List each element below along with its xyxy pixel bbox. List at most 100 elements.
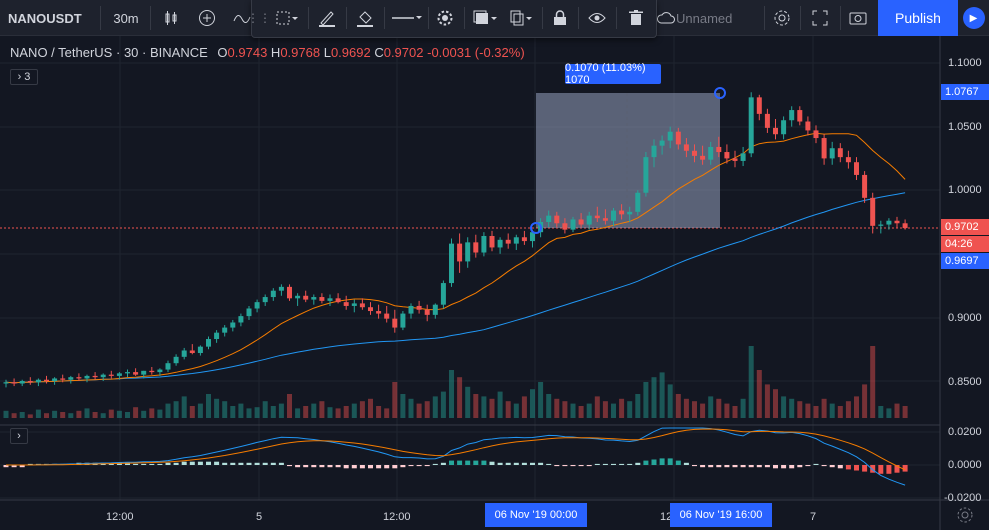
interval-button[interactable]: 30m <box>113 10 139 26</box>
macd-bar <box>602 463 608 465</box>
compare-icon[interactable] <box>230 0 254 36</box>
volume-bar <box>384 408 390 418</box>
candles <box>3 92 908 388</box>
drag-handle-icon[interactable]: ⋮⋮ <box>247 11 271 25</box>
candle-body <box>586 215 592 225</box>
template-icon[interactable] <box>466 0 504 36</box>
macd-bar <box>262 462 268 465</box>
layout-name[interactable]: Unnamed <box>676 10 733 26</box>
macd-bar <box>465 460 471 465</box>
eye-icon[interactable] <box>580 0 614 36</box>
candle-body <box>764 113 770 128</box>
candle-body <box>505 239 511 244</box>
candle-body <box>238 316 244 323</box>
legend-open-label: O <box>217 45 228 60</box>
legend-pair[interactable]: NANO / TetherUS <box>10 45 113 60</box>
gear-icon[interactable] <box>430 0 460 36</box>
symbol-search[interactable]: NANOUSDT <box>8 10 82 26</box>
volume-bar <box>667 384 673 418</box>
lock-icon[interactable] <box>544 0 576 36</box>
measure-label: 0.1070 (11.03%) 1070 <box>565 62 661 86</box>
measure-start-handle[interactable] <box>530 222 542 234</box>
candle-body <box>92 375 98 378</box>
indicators-toggle[interactable]: › 3 <box>10 69 38 85</box>
volume-bar <box>376 406 382 418</box>
volume-bar <box>108 409 114 418</box>
macd-bar <box>521 462 527 465</box>
selection-icon[interactable] <box>270 0 304 36</box>
plus-circle-icon[interactable] <box>192 0 222 36</box>
time-tick: 5 <box>256 511 263 523</box>
volume-bar <box>52 410 58 418</box>
volume-bar <box>35 409 41 418</box>
macd-bar <box>3 465 9 468</box>
macd-bar <box>781 465 787 469</box>
legend-low-label: L <box>323 45 331 60</box>
volume-bar <box>311 403 317 418</box>
macd-bar <box>732 465 738 468</box>
volume-bar <box>708 396 714 418</box>
macd-bar <box>845 465 851 470</box>
fullscreen-icon[interactable] <box>806 0 834 36</box>
volume-bar <box>141 410 147 418</box>
macd-bar <box>457 460 463 465</box>
macd-bar <box>254 462 260 465</box>
trash-icon[interactable] <box>618 0 654 36</box>
candle-body <box>52 378 58 381</box>
settings-icon[interactable] <box>768 0 796 36</box>
volume-bar <box>862 384 868 418</box>
volume-bar <box>197 403 203 418</box>
candle-body <box>473 242 479 253</box>
macd-bar <box>19 465 25 468</box>
macd-bar <box>627 463 633 465</box>
publish-button[interactable]: Publish <box>878 0 958 36</box>
volume-bar <box>222 401 228 418</box>
candles-icon[interactable] <box>156 0 186 36</box>
fill-bucket-icon[interactable] <box>350 0 380 36</box>
play-icon[interactable]: ▶ <box>958 0 989 36</box>
camera-icon[interactable] <box>844 0 872 36</box>
candle-body <box>797 110 803 122</box>
candle-body <box>303 295 309 300</box>
macd-bar <box>270 462 276 465</box>
bar-countdown: 04:26 <box>941 236 989 252</box>
macd-bar <box>700 465 706 468</box>
chart-settings-icon[interactable] <box>956 506 974 524</box>
macd-bar <box>416 465 422 467</box>
volume-bar <box>675 394 681 418</box>
volume-bar <box>627 401 633 418</box>
volume-bar <box>465 386 471 418</box>
macd-bar <box>238 462 244 465</box>
candle-body <box>578 219 584 225</box>
macd-bar <box>692 465 697 467</box>
legend-interval: 30 <box>123 45 139 60</box>
candle-body <box>440 283 446 305</box>
candle-body <box>84 375 90 379</box>
macd-legend-toggle[interactable]: › <box>10 428 28 444</box>
volume-bar <box>214 398 220 418</box>
candle-body <box>44 379 49 381</box>
macd-bar <box>870 465 876 473</box>
volume-bar <box>821 398 827 418</box>
volume-bar <box>538 382 544 418</box>
candle-body <box>133 372 139 375</box>
candle-body <box>805 121 811 131</box>
macd-bar <box>311 465 317 468</box>
clone-icon[interactable] <box>506 0 536 36</box>
measure-box[interactable] <box>536 93 720 228</box>
legend-open: 0.9743 <box>227 45 268 60</box>
candle-body <box>521 237 527 242</box>
candle-body <box>60 378 66 380</box>
line-style-icon[interactable] <box>388 0 426 36</box>
candle-body <box>408 305 414 314</box>
pencil-icon[interactable] <box>312 0 342 36</box>
candle-body <box>335 298 341 303</box>
volume-bar <box>473 394 479 418</box>
cloud-icon[interactable] <box>656 0 676 36</box>
volume-bar <box>189 406 195 418</box>
candle-body <box>497 239 503 248</box>
measure-end-handle[interactable] <box>714 87 726 99</box>
chevron-right-icon: › <box>17 71 22 83</box>
volume-bar <box>578 406 584 418</box>
